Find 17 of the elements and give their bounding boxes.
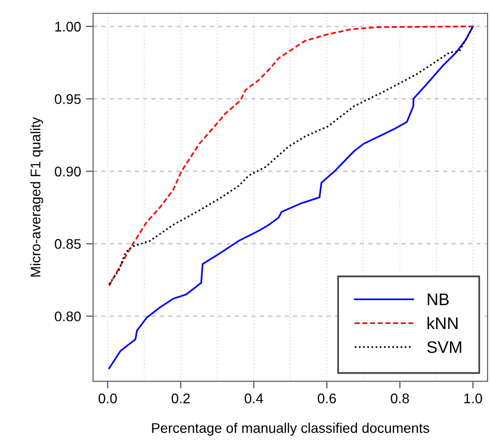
- x-tick-label: 1.0: [464, 394, 482, 404]
- x-axis-title: Percentage of manually classified documents: [152, 422, 430, 436]
- x-tick-label: 0.2: [172, 394, 190, 404]
- y-axis-title: Micro-averaged F1 quality: [30, 117, 44, 276]
- y-tick-label: 0.80: [54, 311, 81, 322]
- legend-label: NB: [428, 294, 449, 306]
- y-tick-label: 0.95: [54, 94, 81, 104]
- y-tick-label: 1.00: [55, 22, 81, 32]
- legend-label: SVM: [427, 341, 462, 354]
- line-series: [108, 26, 474, 370]
- x-tick-label: 0.4: [244, 394, 264, 404]
- y-tick-label: 0.85: [54, 239, 81, 249]
- x-tick-label: 0.0: [98, 394, 117, 404]
- x-tick-label: 0.8: [390, 394, 409, 404]
- x-tick-label: 0.6: [318, 394, 336, 404]
- y-tick-label: 0.90: [54, 166, 81, 176]
- legend-label: kNN: [428, 316, 458, 329]
